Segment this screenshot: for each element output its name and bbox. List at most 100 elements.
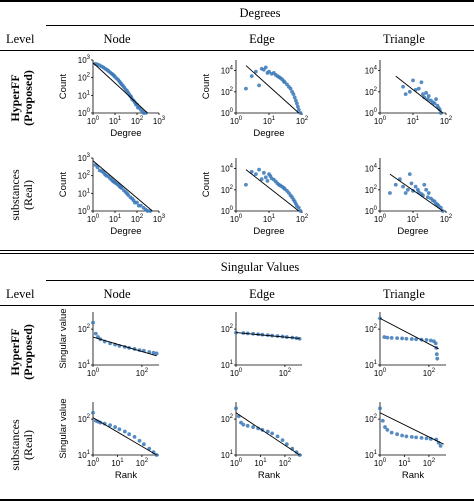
y-tick-label: 103 <box>78 55 91 65</box>
x-tick-label-base: 10 <box>407 215 416 224</box>
x-axis-label: Degree <box>397 226 428 237</box>
data-point <box>284 442 289 447</box>
data-point <box>116 183 121 187</box>
data-point <box>260 428 265 432</box>
x-tick-label-exp: 2 <box>432 368 436 374</box>
data-point <box>411 78 415 83</box>
x-tick-label-exp: 2 <box>305 116 309 122</box>
data-point <box>113 342 117 347</box>
x-tick-label: 102 <box>423 458 436 468</box>
x-tick-label: 103 <box>153 214 166 224</box>
data-point <box>127 432 132 437</box>
y-tick-label-exp: 1 <box>230 360 234 366</box>
data-point <box>434 437 439 442</box>
data-point <box>438 111 443 115</box>
data-point <box>296 205 301 210</box>
y-tick-label-base: 10 <box>221 88 230 97</box>
data-point <box>389 335 394 340</box>
y-tick-label-base: 10 <box>221 165 230 174</box>
x-tick-label-base: 10 <box>153 215 162 224</box>
x-tick-label-exp: 0 <box>383 458 387 464</box>
x-tick-label: 100 <box>374 458 387 468</box>
x-tick-label: 100 <box>87 368 100 378</box>
y-tick-label: 102 <box>221 414 234 424</box>
data-point <box>436 440 441 445</box>
data-point <box>249 169 254 174</box>
x-tick-label-base: 10 <box>87 117 96 126</box>
x-tick-label-exp: 1 <box>118 116 122 122</box>
y-tick-label-exp: 4 <box>230 164 234 170</box>
x-tick-label: 101 <box>109 116 122 126</box>
data-point <box>137 438 142 443</box>
data-point <box>265 429 270 434</box>
data-point <box>93 418 98 423</box>
data-point <box>285 82 289 87</box>
data-point <box>378 406 382 411</box>
y-tick-label: 101 <box>78 90 91 100</box>
data-point <box>437 107 442 112</box>
fit-line <box>379 412 444 445</box>
x-tick-label-exp: 1 <box>407 458 411 464</box>
section-divider <box>0 250 474 251</box>
x-tick-label-base: 10 <box>109 117 118 126</box>
data-point <box>297 336 302 341</box>
data-point <box>123 190 128 194</box>
y-tick-label: 104 <box>365 164 378 174</box>
x-tick-label: 101 <box>263 214 276 224</box>
y-tick-label-exp: 4 <box>374 164 378 170</box>
data-point <box>269 71 274 76</box>
data-point <box>297 453 302 457</box>
data-point <box>128 94 133 99</box>
x-tick-label: 103 <box>153 116 166 126</box>
x-tick-label: 102 <box>440 116 453 126</box>
y-tick-label: 102 <box>365 414 378 424</box>
data-point <box>104 173 109 178</box>
data-point <box>431 339 436 344</box>
data-point <box>117 427 122 432</box>
data-point <box>253 172 258 177</box>
data-point <box>416 86 421 91</box>
x-tick-label-exp: 2 <box>140 116 144 122</box>
data-point <box>118 185 123 190</box>
x-tick-label-base: 10 <box>279 369 288 378</box>
data-point <box>419 435 424 440</box>
data-point <box>263 175 268 180</box>
y-tick-label-exp: 2 <box>230 324 234 330</box>
data-point <box>275 74 280 79</box>
x-tick-label-base: 10 <box>87 369 96 378</box>
y-tick-label-exp: 2 <box>374 87 378 93</box>
data-point <box>101 170 106 175</box>
data-point <box>281 186 286 190</box>
data-point <box>121 188 126 193</box>
data-point <box>434 97 438 102</box>
data-point <box>433 341 438 346</box>
x-axis-label: Rank <box>258 470 280 481</box>
fit-line <box>235 412 300 456</box>
data-point <box>259 177 264 182</box>
y-tick-label-exp: 1 <box>87 188 91 194</box>
column-header-edge: Edge <box>249 32 275 46</box>
data-point <box>108 176 113 181</box>
x-tick-label-exp: 1 <box>263 458 267 464</box>
data-point <box>244 86 248 91</box>
data-point <box>425 97 430 102</box>
data-point <box>154 453 159 457</box>
data-point <box>96 419 100 424</box>
x-tick-label-base: 10 <box>136 459 145 468</box>
data-point <box>436 204 441 208</box>
x-tick-label: 100 <box>87 214 100 224</box>
y-axis-label: Count <box>201 171 212 197</box>
y-tick-label: 102 <box>365 185 378 195</box>
x-tick-label-exp: 1 <box>416 116 420 122</box>
data-point <box>251 425 255 429</box>
data-point <box>130 196 135 201</box>
x-tick-label-base: 10 <box>230 459 239 468</box>
data-point <box>234 406 238 411</box>
data-point <box>245 423 250 428</box>
data-point <box>263 65 268 70</box>
data-point <box>125 191 129 196</box>
x-tick-label: 100 <box>374 214 387 224</box>
y-tick-label: 100 <box>78 206 91 216</box>
